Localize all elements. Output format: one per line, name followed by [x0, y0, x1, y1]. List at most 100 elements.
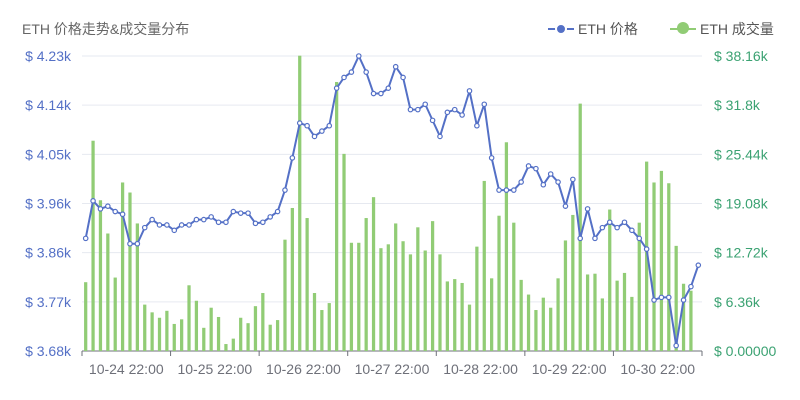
volume-bar: [549, 307, 553, 351]
price-point[interactable]: [208, 214, 214, 220]
price-point[interactable]: [230, 208, 237, 215]
price-point[interactable]: [282, 187, 288, 193]
y-left-tick-label: $ 4.23k: [25, 48, 72, 64]
price-point[interactable]: [525, 163, 532, 169]
volume-bar: [261, 293, 265, 351]
price-point[interactable]: [392, 63, 399, 70]
price-point[interactable]: [496, 187, 502, 193]
volume-bar: [386, 244, 390, 351]
price-point[interactable]: [407, 106, 414, 113]
price-point[interactable]: [267, 214, 274, 220]
price-point[interactable]: [311, 133, 318, 140]
price-point[interactable]: [429, 117, 436, 124]
price-point[interactable]: [651, 297, 657, 303]
price-point[interactable]: [474, 122, 480, 129]
price-point[interactable]: [422, 101, 429, 108]
price-point[interactable]: [304, 122, 310, 129]
price-point[interactable]: [547, 171, 554, 177]
volume-bar: [578, 103, 582, 351]
price-point[interactable]: [503, 187, 510, 193]
price-point[interactable]: [237, 210, 244, 216]
price-point[interactable]: [164, 222, 170, 228]
y-left-tick-label: $ 4.05k: [25, 146, 72, 162]
price-point[interactable]: [363, 69, 369, 75]
price-point[interactable]: [540, 181, 547, 188]
price-point[interactable]: [200, 216, 207, 223]
price-point[interactable]: [577, 235, 584, 242]
volume-bar: [180, 319, 184, 351]
price-point[interactable]: [629, 227, 635, 234]
price-point[interactable]: [333, 85, 340, 91]
price-point[interactable]: [141, 224, 148, 231]
volume-bar: [150, 312, 154, 351]
legend-item-price[interactable]: ETH 价格: [548, 19, 638, 39]
price-point[interactable]: [119, 211, 126, 218]
price-point[interactable]: [562, 203, 569, 209]
price-point[interactable]: [481, 101, 488, 108]
price-point[interactable]: [341, 74, 347, 81]
price-point[interactable]: [193, 216, 200, 223]
price-point[interactable]: [510, 187, 517, 193]
price-point[interactable]: [621, 219, 628, 226]
price-point[interactable]: [400, 74, 406, 81]
price-point[interactable]: [451, 106, 458, 113]
price-point[interactable]: [636, 235, 643, 242]
price-point[interactable]: [614, 224, 620, 231]
price-point[interactable]: [134, 240, 141, 247]
price-point[interactable]: [370, 90, 377, 97]
volume-bar: [475, 246, 479, 351]
price-point[interactable]: [643, 246, 650, 252]
legend-item-volume[interactable]: ETH 成交量: [670, 19, 774, 39]
price-point[interactable]: [97, 206, 104, 212]
price-point[interactable]: [245, 210, 251, 216]
price-point[interactable]: [533, 165, 539, 172]
volume-bar: [408, 254, 413, 351]
price-point[interactable]: [444, 109, 451, 116]
price-point[interactable]: [488, 155, 495, 161]
volume-bar: [445, 281, 449, 351]
price-point[interactable]: [260, 219, 266, 226]
price-point[interactable]: [665, 294, 672, 301]
price-point[interactable]: [518, 179, 524, 185]
price-point[interactable]: [186, 222, 192, 228]
price-point[interactable]: [673, 342, 679, 349]
price-point[interactable]: [127, 240, 133, 247]
price-point[interactable]: [149, 216, 155, 223]
price-point[interactable]: [319, 128, 325, 134]
price-point[interactable]: [178, 222, 185, 228]
price-point[interactable]: [415, 106, 421, 113]
price-point[interactable]: [592, 235, 598, 242]
price-point[interactable]: [289, 155, 296, 161]
price-point[interactable]: [385, 85, 392, 91]
price-point[interactable]: [296, 120, 303, 126]
price-point[interactable]: [112, 208, 119, 215]
price-point[interactable]: [584, 206, 591, 212]
price-point[interactable]: [355, 53, 362, 59]
price-point[interactable]: [82, 235, 89, 242]
price-point[interactable]: [570, 176, 576, 183]
price-point[interactable]: [658, 294, 665, 301]
price-point[interactable]: [606, 219, 613, 226]
volume-bar: [268, 324, 272, 351]
price-point[interactable]: [223, 219, 229, 226]
price-point[interactable]: [171, 227, 178, 234]
price-point[interactable]: [437, 133, 443, 140]
price-point[interactable]: [348, 69, 355, 75]
price-point[interactable]: [326, 122, 333, 129]
price-point[interactable]: [252, 220, 259, 227]
price-point[interactable]: [90, 198, 96, 204]
price-point[interactable]: [274, 208, 281, 215]
price-point[interactable]: [555, 179, 561, 185]
price-point[interactable]: [695, 262, 702, 268]
price-point[interactable]: [688, 283, 694, 290]
price-point[interactable]: [156, 222, 163, 228]
price-point[interactable]: [215, 219, 222, 226]
price-point[interactable]: [599, 224, 606, 231]
price-point[interactable]: [680, 297, 687, 303]
volume-bar: [667, 183, 671, 351]
price-point[interactable]: [466, 88, 473, 94]
price-point[interactable]: [378, 90, 384, 97]
price-point[interactable]: [459, 112, 465, 118]
price-point[interactable]: [105, 203, 111, 209]
